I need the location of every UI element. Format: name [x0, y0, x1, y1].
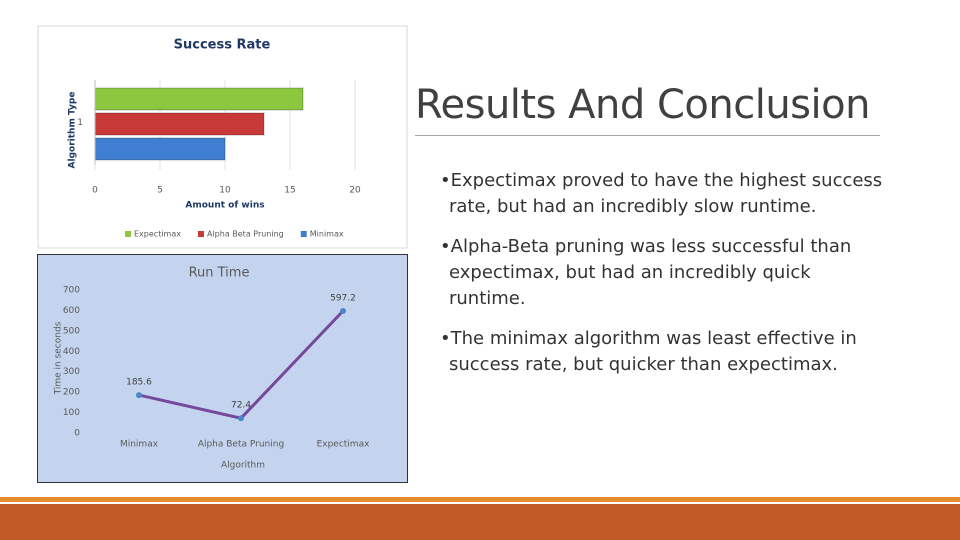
legend-swatch	[125, 231, 131, 237]
title-rule	[415, 135, 880, 136]
bar	[94, 87, 304, 111]
legend-label: Expectimax	[134, 230, 181, 239]
chart-frame	[37, 25, 408, 249]
y-tick-label: 300	[63, 367, 80, 377]
point	[136, 392, 142, 399]
x-tick-label: Alpha Beta Pruning	[198, 440, 284, 450]
footer-stripe	[0, 497, 960, 502]
chart-title: Run Time	[189, 266, 250, 281]
x-tick-label: 5	[157, 186, 163, 196]
chart-frame	[37, 254, 408, 483]
data-label: 72.4	[231, 401, 251, 411]
y-tick-label: 0	[74, 429, 80, 439]
bullet-list: Expectimax proved to have the highest su…	[440, 168, 885, 392]
x-axis-label: Amount of wins	[185, 201, 264, 211]
x-axis-label: Algorithm	[221, 461, 265, 471]
bar	[94, 137, 226, 161]
x-tick-label: Expectimax	[317, 440, 371, 450]
x-tick-label: 10	[219, 186, 231, 196]
legend-label: Alpha Beta Pruning	[207, 230, 284, 239]
chart-title: Success Rate	[174, 38, 271, 53]
legend-swatch	[197, 231, 204, 237]
y-tick-label: 700	[63, 286, 80, 296]
y-tick-label: 200	[63, 388, 80, 398]
legend-swatch	[300, 231, 307, 237]
data-label: 597.2	[330, 294, 356, 304]
x-tick-label: 15	[284, 186, 295, 196]
x-tick-label: 0	[92, 186, 98, 196]
y-tick-label: 1	[77, 118, 83, 128]
slide-title: Results And Conclusion	[415, 82, 870, 128]
y-tick-label: 600	[63, 306, 80, 316]
legend-label: Minimax	[310, 230, 344, 239]
y-tick-label: 400	[63, 347, 80, 357]
point	[238, 415, 244, 422]
y-tick-label: 500	[63, 326, 80, 336]
x-tick-label: 20	[349, 186, 361, 196]
bullet: The minimax algorithm was least effectiv…	[440, 326, 885, 378]
footer-band	[0, 504, 960, 540]
x-tick-label: Minimax	[120, 440, 159, 450]
data-label: 185.6	[126, 378, 152, 388]
bullet: Alpha-Beta pruning was less successful t…	[440, 234, 885, 312]
y-axis-label: Algorithm Type	[68, 92, 78, 169]
point	[340, 308, 346, 315]
y-tick-label: 100	[63, 408, 80, 418]
y-axis-label: Time in seconds	[54, 321, 64, 395]
bullet: Expectimax proved to have the highest su…	[440, 168, 885, 220]
bar	[94, 112, 265, 136]
